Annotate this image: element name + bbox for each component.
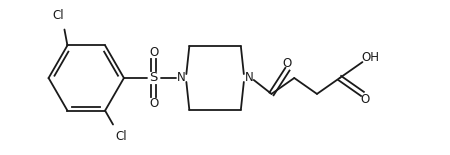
Text: O: O <box>361 93 370 106</box>
Text: OH: OH <box>361 51 379 64</box>
Text: N: N <box>177 71 186 84</box>
Text: N: N <box>244 71 253 84</box>
Text: Cl: Cl <box>53 9 64 22</box>
Text: O: O <box>149 97 158 110</box>
Text: S: S <box>149 71 158 84</box>
Text: Cl: Cl <box>115 130 127 143</box>
Text: O: O <box>283 57 292 70</box>
Text: O: O <box>149 46 158 59</box>
